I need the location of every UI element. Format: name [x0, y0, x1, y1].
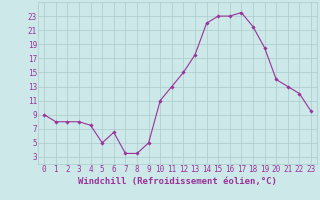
X-axis label: Windchill (Refroidissement éolien,°C): Windchill (Refroidissement éolien,°C)	[78, 177, 277, 186]
